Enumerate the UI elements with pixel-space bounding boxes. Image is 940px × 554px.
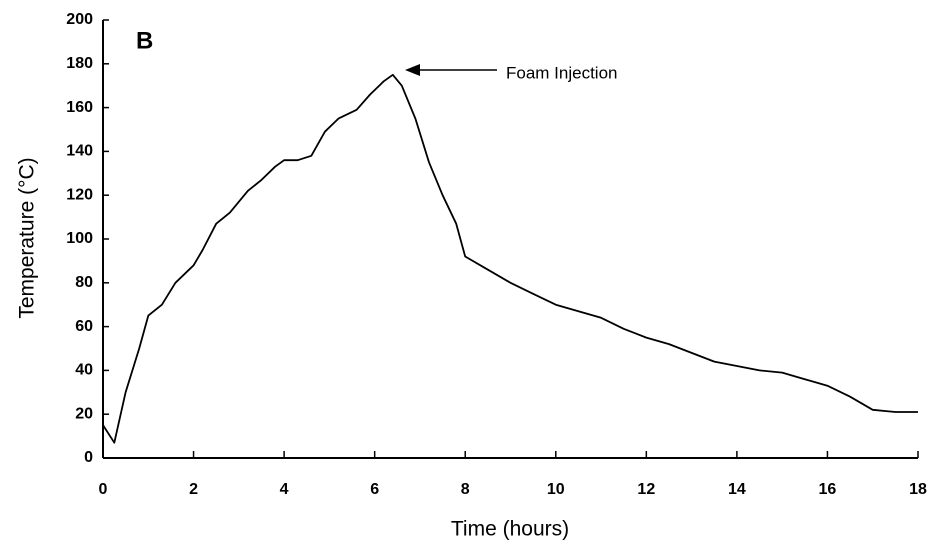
y-tick-label: 100 xyxy=(66,230,93,247)
y-tick-label: 120 xyxy=(66,186,93,203)
panel-label: B xyxy=(136,27,153,54)
x-tick-label: 10 xyxy=(547,481,565,498)
y-tick-label: 80 xyxy=(75,274,93,291)
annotation: Foam Injection xyxy=(506,63,618,82)
x-axis-label: Time (hours) xyxy=(451,518,569,541)
x-tick-label: 14 xyxy=(728,481,746,498)
x-tick-label: 6 xyxy=(370,481,379,498)
y-tick-label: 160 xyxy=(66,99,93,116)
y-tick-label: 0 xyxy=(84,449,93,466)
y-tick-label: 60 xyxy=(75,318,93,335)
x-tick-label: 12 xyxy=(637,481,655,498)
y-tick-label: 20 xyxy=(75,405,93,422)
y-axis-label: Temperature (°C) xyxy=(16,157,39,318)
data-line xyxy=(102,73,918,444)
y-tick-label: 40 xyxy=(75,362,93,379)
y-tick-label: 180 xyxy=(66,55,93,72)
x-tick-label: 8 xyxy=(461,481,470,498)
arrow-head xyxy=(405,64,420,76)
x-tick-label: 2 xyxy=(189,481,198,498)
y-tick-label: 140 xyxy=(66,143,93,160)
x-tick-label: 16 xyxy=(819,481,837,498)
x-tick-label: 18 xyxy=(909,481,927,498)
x-tick-label: 0 xyxy=(99,481,108,498)
x-tick-label: 4 xyxy=(280,481,289,498)
y-tick-label: 200 xyxy=(66,11,93,28)
